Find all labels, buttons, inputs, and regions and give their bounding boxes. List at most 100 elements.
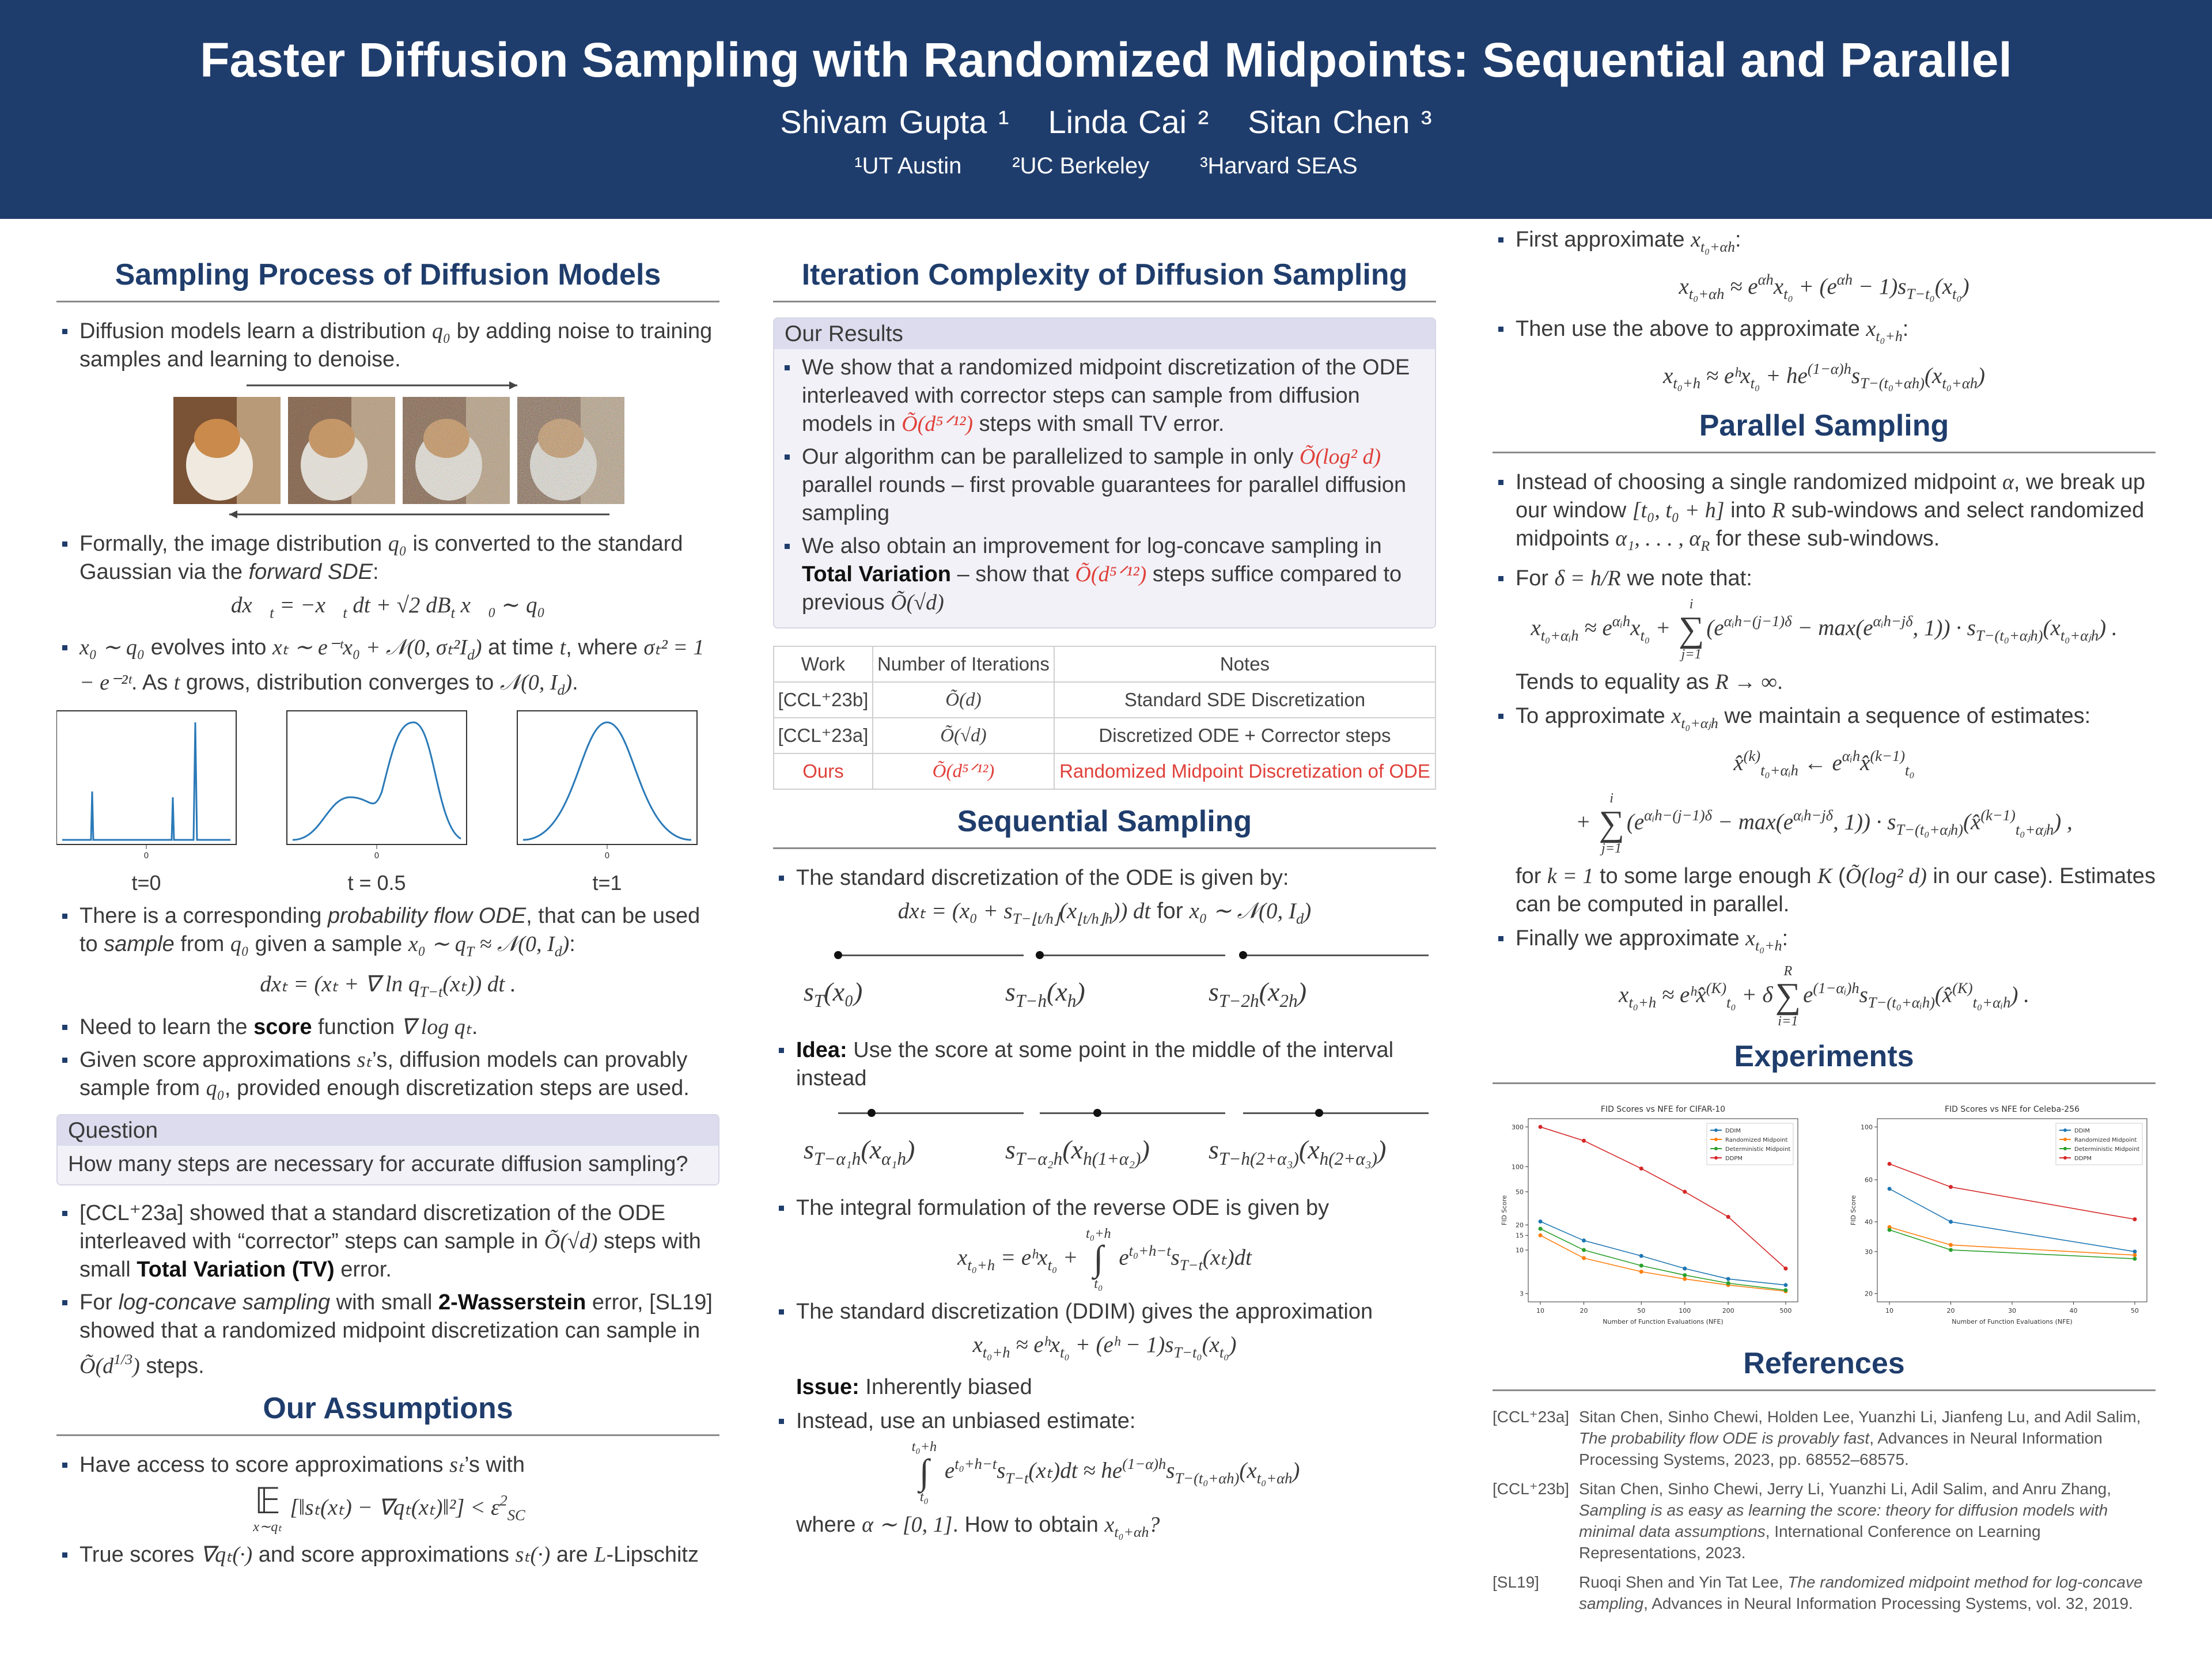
bullet-list: The standard discretization of the ODE i… [773, 864, 1436, 892]
text: Given score approximations [79, 1047, 357, 1072]
lower-limit: t₀ [919, 1488, 929, 1505]
highlight-math: Õ(log² d) [1299, 445, 1381, 469]
noise-figure [173, 381, 624, 518]
legend-label: Randomized Midpoint [2074, 1137, 2137, 1143]
math: 𝒩(0, I [499, 671, 558, 695]
superscript: αh [1836, 271, 1853, 289]
y-axis-label: FID Score [1850, 1195, 1857, 1226]
subscript: t₀ [1905, 762, 1915, 779]
text: given a sample [249, 932, 408, 957]
text: : [373, 560, 379, 584]
legend-box [2055, 1123, 2143, 1165]
superscript: 1/3 [113, 1350, 133, 1368]
series-line [1540, 1126, 1786, 1269]
x-tick-label: 40 [2069, 1307, 2077, 1315]
math: ≈ eʰx [1010, 1332, 1060, 1358]
affiliation: ³Harvard SEAS [1200, 153, 1358, 179]
column: Iteration Complexity of Diffusion Sampli… [773, 247, 1437, 1552]
bullet-item: Formally, the image distribution q₀ is c… [62, 530, 719, 586]
math: Õ(log² d) [1845, 864, 1927, 889]
math: (xₜ)) dt . [442, 972, 516, 997]
math: e [939, 1459, 955, 1484]
math: (x₀) [824, 977, 863, 1007]
series-point [2133, 1253, 2137, 1257]
math: , 1)) · s [1912, 616, 1976, 641]
legend-label: Deterministic Midpoint [2074, 1146, 2139, 1153]
affiliation: ¹UT Austin [854, 153, 962, 179]
legend-label: DDPM [2074, 1156, 2092, 1162]
math: ← e [1798, 751, 1842, 776]
math: s [804, 1135, 814, 1165]
text: from [174, 932, 230, 957]
math: + [1650, 616, 1676, 641]
math: ≈ e [1578, 616, 1612, 641]
bold-text: 2-Wasserstein [438, 1290, 586, 1315]
bullet-list: [CCL⁺23a] showed that a standard discret… [56, 1199, 719, 1381]
text: [CCL⁺23a] showed that a standard discret… [79, 1200, 666, 1253]
math: x [1745, 926, 1756, 951]
text: to some large enough [1593, 864, 1818, 889]
subscript: SC [507, 1506, 525, 1524]
series-point [1538, 1124, 1543, 1129]
equation: x̂(k)t₀+αᵢh ← eαᵢhx̂(k−1)t₀ [1493, 742, 2156, 785]
text: Diffusion models learn a distribution [79, 319, 432, 343]
table-cell: Randomized Midpoint Discretization of OD… [1053, 753, 1437, 790]
math: (x [1934, 274, 1953, 299]
subscript: T−t₀ [1906, 285, 1935, 303]
authors: Shivam Gupta ¹ Linda Cai ² Sitan Chen ³ [0, 103, 2212, 141]
superscript: αᵢh−jδ [1793, 806, 1833, 824]
density-plot: 0 [517, 710, 698, 861]
superscript: (k−1) [1870, 747, 1906, 765]
math: ) [1961, 274, 1969, 299]
text: Need to learn the [79, 1014, 254, 1039]
y-tick-label: 20 [1516, 1222, 1524, 1229]
paragraph: Tends to equality as R → ∞. [1516, 668, 2156, 696]
lower-limit: t₀ [1094, 1275, 1103, 1291]
math: t [173, 671, 180, 695]
y-axis-label: FID Score [1501, 1195, 1508, 1226]
text: . How to obtain [952, 1513, 1105, 1537]
math: (x [1239, 1459, 1257, 1484]
series-point [1726, 1215, 1730, 1219]
operator: ∫ [1093, 1238, 1104, 1279]
section-heading: Iteration Complexity of Diffusion Sampli… [773, 257, 1436, 302]
y-tick-label: 60 [1865, 1176, 1873, 1184]
bold-text: score [253, 1014, 312, 1039]
legend-marker [1714, 1156, 1718, 1160]
bullet-item: Our algorithm can be parallelized to sam… [785, 443, 1425, 528]
text: and score approximations [252, 1542, 516, 1567]
subscript: t₀+αⱼh [2060, 627, 2099, 645]
y-tick-label: 40 [1865, 1218, 1873, 1226]
math: δ = h/R [1554, 566, 1621, 591]
bullet-item: Instead of choosing a single randomized … [1498, 468, 2156, 560]
text: at time [482, 635, 560, 660]
subscript: d [1296, 910, 1304, 927]
math: α ∼ [0, 1] [862, 1513, 953, 1537]
y-tick-label: 3 [1520, 1290, 1524, 1298]
reference: [CCL⁺23a] Sitan Chen, Sinho Chewi, Holden… [1493, 1406, 2156, 1470]
callout-body: We show that a randomized midpoint discr… [774, 349, 1435, 627]
text: , provided enough discretization steps a… [224, 1075, 690, 1100]
bullet-item: For δ = h/R we note that: [1498, 565, 2156, 593]
density-plot: 0 [56, 710, 237, 861]
text: into [1724, 498, 1772, 523]
density-curve [292, 721, 461, 841]
bullet-item: Need to learn the score function ∇ log q… [62, 1013, 719, 1041]
timeline: sT−α₁h(xα₁h) sT−α₂h(xh(1+α₂)) sT−h(2+α₃)(x… [773, 1097, 1436, 1190]
reference-text: Sitan Chen, Sinho Chewi, Jerry Li, Yuanz… [1579, 1478, 2156, 1563]
math: (x [1259, 977, 1280, 1007]
bullet-item: Given score approximations sₜ’s, diffusi… [62, 1046, 719, 1103]
callout-title: Our Results [774, 319, 1435, 349]
math: α [2002, 470, 2014, 495]
subscript: t₀+αh [1114, 1524, 1149, 1541]
text: Sitan Chen, Sinho Chewi, Jerry Li, Yuanz… [1579, 1480, 2112, 1498]
table-cell: Õ(√d) [872, 717, 1055, 754]
text: grows, distribution converges to [180, 671, 500, 695]
equation: xt₀+h ≈ eʰxt₀ + (eʰ − 1)sT−t₀(xt₀) [773, 1331, 1436, 1366]
subscript: d [554, 943, 562, 960]
math: e [1803, 982, 1813, 1007]
math: q₀ [431, 319, 451, 343]
text: we maintain a sequence of estimates: [1718, 704, 2091, 729]
bullet-list: Then use the above to approximate xt₀+h: [1493, 315, 2156, 350]
